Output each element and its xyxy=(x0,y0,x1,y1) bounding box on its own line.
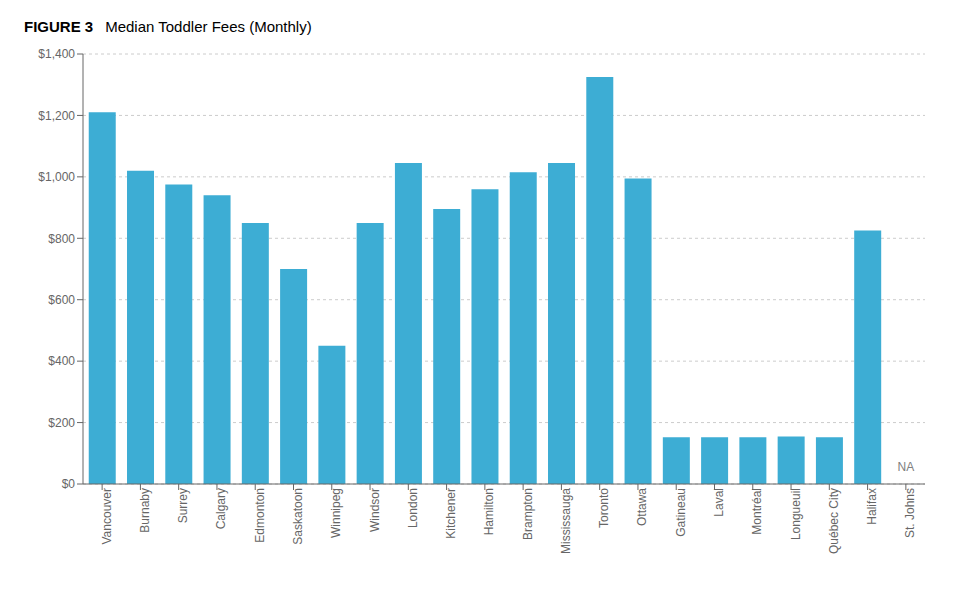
svg-text:Kitchener: Kitchener xyxy=(444,488,458,539)
svg-text:$1,200: $1,200 xyxy=(38,109,75,123)
svg-text:London: London xyxy=(406,488,420,528)
svg-text:Burnaby: Burnaby xyxy=(138,488,152,533)
svg-text:Mississauga: Mississauga xyxy=(559,488,573,554)
svg-text:Edmonton: Edmonton xyxy=(253,488,267,543)
svg-text:Surrey: Surrey xyxy=(176,488,190,523)
svg-text:St. Johns: St. Johns xyxy=(903,488,917,538)
svg-text:Brampton: Brampton xyxy=(521,488,535,540)
svg-text:Québec City: Québec City xyxy=(827,488,841,554)
html-text:FIGURE 3: FIGURE 3 xyxy=(24,17,94,35)
svg-text:$1,400: $1,400 xyxy=(38,47,75,61)
svg-text:Ottawa: Ottawa xyxy=(635,488,649,526)
svg-text:Laval: Laval xyxy=(712,488,726,517)
svg-text:NA: NA xyxy=(898,460,915,474)
svg-text:Hamilton: Hamilton xyxy=(482,488,496,535)
svg-text:$200: $200 xyxy=(48,416,75,430)
svg-text:Windsor: Windsor xyxy=(368,488,382,532)
svg-text:Winnipeg: Winnipeg xyxy=(329,488,343,538)
svg-text:$600: $600 xyxy=(48,293,75,307)
svg-text:Longueuil: Longueuil xyxy=(789,488,803,540)
html-text:Median Toddler Fees (Monthly): Median Toddler Fees (Monthly) xyxy=(105,17,312,35)
svg-text:Vancouver: Vancouver xyxy=(100,488,114,544)
svg-text:$0: $0 xyxy=(62,477,76,491)
svg-text:$1,000: $1,000 xyxy=(38,170,75,184)
svg-text:$800: $800 xyxy=(48,232,75,246)
svg-text:Montréal: Montréal xyxy=(750,488,764,535)
svg-text:Halifax: Halifax xyxy=(865,488,879,525)
svg-text:Saskatoon: Saskatoon xyxy=(291,488,305,545)
svg-text:$400: $400 xyxy=(48,354,75,368)
svg-text:Gatineau: Gatineau xyxy=(674,488,688,537)
svg-text:Calgary: Calgary xyxy=(214,488,228,529)
svg-text:Toronto: Toronto xyxy=(597,488,611,528)
